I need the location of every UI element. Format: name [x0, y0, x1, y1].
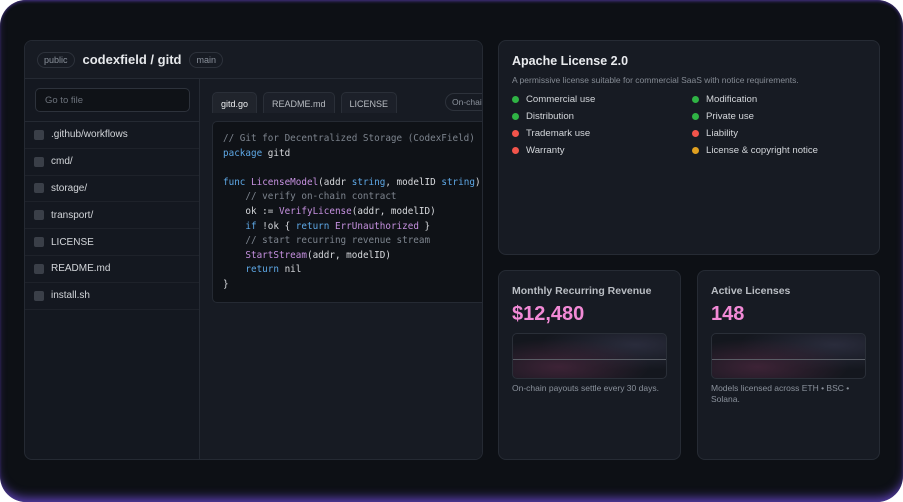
- tab-file[interactable]: gitd.go: [212, 92, 258, 113]
- file-name: storage/: [51, 182, 88, 194]
- permission-label: Private use: [706, 111, 754, 122]
- file-item[interactable]: .github/workflows: [25, 122, 199, 149]
- file-name: cmd/: [51, 156, 73, 168]
- status-dot-icon: [512, 113, 519, 120]
- code-view: // Git for Decentralized Storage (CodexF…: [212, 121, 482, 303]
- status-dot-icon: [692, 96, 699, 103]
- file-item[interactable]: install.sh: [25, 283, 199, 310]
- file-name: install.sh: [51, 290, 90, 302]
- file-sidebar: Go to file .github/workflows cmd/storage/…: [25, 79, 200, 459]
- permission-label: Liability: [706, 128, 738, 139]
- license-permissions: Commercial use Modification Distribution Pr…: [512, 93, 866, 157]
- permission-label: Warranty: [526, 145, 565, 156]
- sparkline: [512, 333, 667, 379]
- file-icon: [34, 210, 44, 221]
- permission-label: Commercial use: [526, 94, 596, 105]
- status-dot-icon: [692, 147, 699, 154]
- file-icon: [34, 156, 44, 167]
- license-title: Apache License 2.0: [512, 54, 629, 68]
- permission-item: Commercial use: [512, 93, 692, 106]
- mrr-card: Monthly Recurring Revenue $12,480 On-cha…: [498, 270, 681, 460]
- status-dot-icon: [512, 147, 519, 154]
- permission-item: Private use: [692, 110, 872, 123]
- file-name: transport/: [51, 209, 94, 221]
- status-dot-icon: [692, 113, 699, 120]
- permission-item: Liability: [692, 127, 872, 140]
- file-item[interactable]: storage/: [25, 176, 199, 203]
- metric-note: On-chain payouts settle every 30 days.: [512, 383, 659, 393]
- permission-label: License & copyright notice: [706, 145, 818, 156]
- permission-item: Modification: [692, 93, 872, 106]
- permission-item: License & copyright notice: [692, 144, 872, 157]
- permission-label: Modification: [706, 94, 758, 105]
- file-icon: [34, 237, 44, 248]
- file-icon: [34, 183, 44, 194]
- permission-item: Warranty: [512, 144, 692, 157]
- metric-title: Monthly Recurring Revenue: [512, 285, 652, 297]
- metric-value: $12,480: [512, 303, 585, 325]
- permission-label: Trademark use: [526, 128, 591, 139]
- file-icon: [34, 129, 44, 140]
- tab-file[interactable]: LICENSE: [340, 92, 398, 113]
- repo-panel: public codexfield / gitd main Go to file…: [24, 40, 483, 460]
- file-tabs: gitd.go README.md LICENSE: [212, 92, 398, 113]
- permission-label: Distribution: [526, 111, 574, 122]
- repo-title[interactable]: codexfield / gitd: [82, 52, 182, 67]
- file-item[interactable]: transport/: [25, 202, 199, 230]
- file-name: .github/workflows: [51, 129, 128, 141]
- file-item[interactable]: LICENSE: [25, 229, 199, 256]
- go-to-file-input[interactable]: Go to file: [35, 88, 190, 112]
- file-icon: [34, 263, 44, 274]
- active-licenses-card: Active Licenses 148 Models licensed acro…: [697, 270, 880, 460]
- permission-item: Trademark use: [512, 127, 692, 140]
- status-dot-icon: [692, 130, 699, 137]
- sparkline: [711, 333, 866, 379]
- permission-item: Distribution: [512, 110, 692, 123]
- repo-header: public codexfield / gitd main: [25, 41, 482, 79]
- onchain-badge: On-chain: [445, 93, 482, 111]
- metric-title: Active Licenses: [711, 285, 791, 297]
- metric-note: Models licensed across ETH • BSC • Solan…: [711, 383, 850, 404]
- status-dot-icon: [512, 96, 519, 103]
- file-name: README.md: [51, 263, 111, 275]
- metric-value: 148: [711, 303, 745, 325]
- license-description: A permissive license suitable for commer…: [512, 75, 799, 85]
- branch-badge[interactable]: main: [189, 51, 223, 68]
- file-item[interactable]: cmd/: [25, 149, 199, 176]
- status-dot-icon: [512, 130, 519, 137]
- tab-file[interactable]: README.md: [263, 92, 335, 113]
- file-list: .github/workflows cmd/storage/transport/L…: [25, 121, 199, 310]
- file-name: LICENSE: [51, 236, 94, 248]
- visibility-badge: public: [37, 51, 75, 68]
- file-icon: [34, 290, 44, 301]
- license-card: Apache License 2.0 A permissive license …: [498, 40, 880, 255]
- file-item[interactable]: README.md: [25, 256, 199, 283]
